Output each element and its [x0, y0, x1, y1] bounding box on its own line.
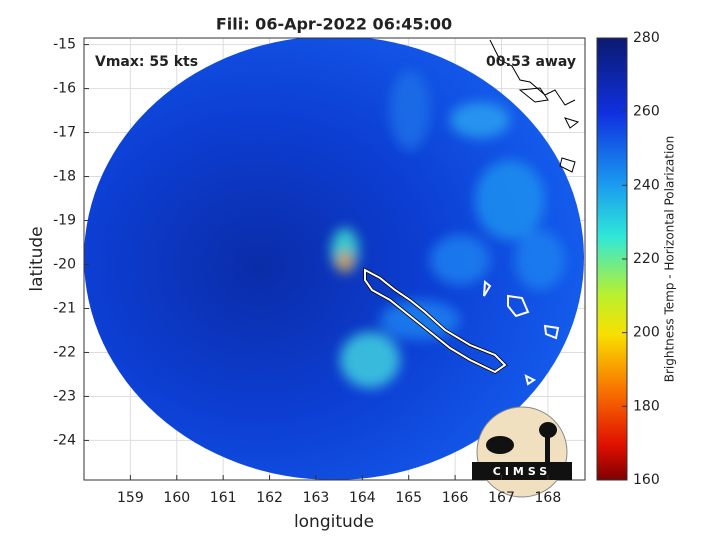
logo: CIMSS: [472, 406, 572, 498]
x-tick-label: 160: [163, 490, 190, 506]
y-tick-label: -23: [53, 388, 76, 404]
colorbar-tick-label: 280: [633, 30, 660, 46]
x-tick-label: 166: [442, 490, 469, 506]
y-tick-label: -16: [53, 81, 76, 97]
colorbar-tick-label: 240: [633, 177, 660, 193]
y-tick-label: -24: [53, 432, 76, 448]
y-tick-label: -19: [53, 213, 76, 229]
x-tick-label: 159: [117, 490, 144, 506]
title: Fili: 06-Apr-2022 06:45:00: [216, 15, 452, 34]
x-tick-label: 162: [256, 490, 283, 506]
x-tick-label: 163: [303, 490, 330, 506]
colorbar-tick-label: 220: [633, 251, 660, 267]
vmax-label: Vmax: 55 kts: [95, 54, 198, 70]
y-tick-label: -22: [53, 344, 76, 360]
colorbar-tick-label: 180: [633, 398, 660, 414]
y-tick-label: -20: [53, 256, 76, 272]
x-tick-label: 164: [349, 490, 376, 506]
x-tick-label: 165: [395, 490, 422, 506]
colorbar-tick-label: 260: [633, 104, 660, 120]
coastline: [363, 267, 560, 386]
x-tick-label: 167: [488, 490, 515, 506]
y-tick-label: -21: [53, 300, 76, 316]
x-tick-label: 168: [535, 490, 562, 506]
plot-frame: [83, 37, 586, 481]
y-axis-label: latitude: [27, 226, 47, 291]
colorbar-tick-label: 160: [633, 472, 660, 488]
y-tick-label: -15: [53, 37, 76, 53]
y-tick-label: -17: [53, 125, 76, 141]
x-axis-label: longitude: [294, 512, 374, 532]
colorbar-tick-label: 200: [633, 325, 660, 341]
x-tick-label: 161: [210, 490, 237, 506]
y-tick-label: -18: [53, 169, 76, 185]
time-away-label: 00:53 away: [486, 54, 576, 70]
colorbar-label: Brightness Temp - Horizontal Polarizatio…: [663, 136, 677, 383]
coastline-north: [489, 39, 580, 173]
logo-text: CIMSS: [493, 465, 551, 478]
